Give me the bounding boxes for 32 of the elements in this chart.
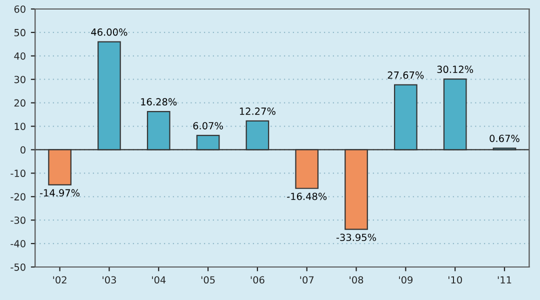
y-tick-label: 10 [14, 122, 26, 130]
x-tick-label: '08 [350, 276, 364, 284]
data-label: -16.48% [287, 192, 327, 200]
x-tick-label: '07 [300, 276, 314, 284]
y-tick-label: 50 [14, 28, 26, 36]
data-label: -33.95% [336, 234, 376, 242]
y-tick-label: 40 [14, 52, 26, 60]
x-tick-label: '09 [399, 276, 413, 284]
data-label: 30.12% [437, 66, 474, 74]
y-tick-label: 30 [14, 76, 26, 84]
data-label: 0.67% [490, 134, 520, 142]
data-label: 6.07% [193, 122, 223, 130]
data-label: 27.67% [388, 71, 424, 79]
y-tick-label: 60 [14, 5, 26, 13]
y-tick-label: -30 [10, 216, 26, 224]
x-tick-label: '03 [102, 276, 116, 284]
x-tick-label: '10 [448, 276, 462, 284]
x-tick-label: '02 [53, 276, 66, 284]
y-tick-label: -50 [10, 263, 26, 271]
y-tick-label: 0 [20, 146, 26, 154]
data-label: 12.27% [240, 108, 276, 115]
data-label: 46.00% [91, 28, 128, 36]
y-tick-label: -40 [10, 240, 26, 248]
data-label: -14.97% [40, 189, 80, 197]
y-tick-label: 20 [14, 99, 26, 107]
x-tick-label: '06 [250, 276, 264, 284]
y-tick-label: -10 [10, 170, 26, 178]
y-tick-label: -20 [10, 193, 26, 200]
x-tick-label: '05 [201, 276, 215, 284]
x-tick-label: '04 [152, 276, 166, 284]
data-label: 16.28% [141, 98, 177, 106]
x-tick-label: '11 [498, 276, 512, 284]
